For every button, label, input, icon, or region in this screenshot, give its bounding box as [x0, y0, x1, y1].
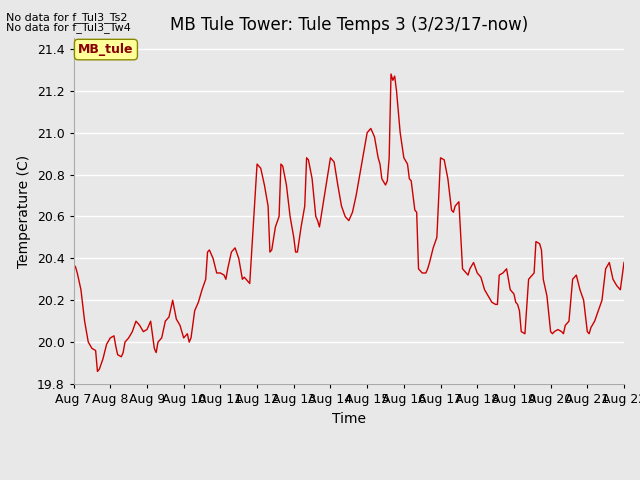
Text: No data for f_Tul3_Ts2: No data for f_Tul3_Ts2: [6, 12, 128, 23]
Text: MB_tule: MB_tule: [78, 43, 134, 56]
Title: MB Tule Tower: Tule Temps 3 (3/23/17-now): MB Tule Tower: Tule Temps 3 (3/23/17-now…: [170, 16, 528, 34]
X-axis label: Time: Time: [332, 411, 366, 426]
Text: No data for f_Tul3_Tw4: No data for f_Tul3_Tw4: [6, 22, 131, 33]
Y-axis label: Temperature (C): Temperature (C): [17, 155, 31, 268]
